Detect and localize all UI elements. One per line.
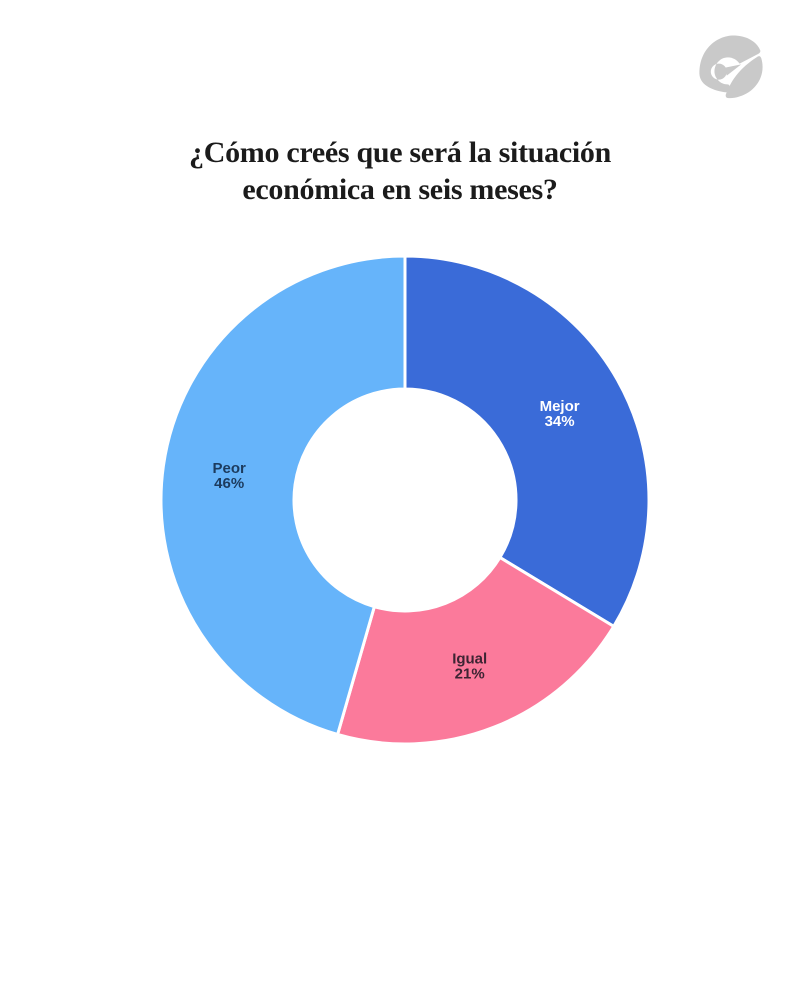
logo-tail-shape	[725, 64, 742, 76]
slice-label-peor: Peor 46%	[213, 460, 247, 492]
pie-slice-igual[interactable]	[335, 555, 616, 746]
logo-bottom-crescent	[725, 56, 763, 99]
chart-title-line2: económica en seis meses?	[242, 173, 558, 206]
logo-top-shape	[699, 35, 761, 93]
slice-label-igual: Igual 21%	[452, 650, 487, 682]
chart-title: ¿Cómo creés que será la situación económ…	[0, 134, 800, 208]
slice-label-mejor: Mejor 34%	[540, 398, 580, 430]
pie-slice-mejor[interactable]	[403, 254, 651, 629]
chart-title-line1: ¿Cómo creés que será la situación	[189, 136, 611, 169]
brand-swirl-logo-icon	[699, 35, 763, 99]
pie-slice-peor[interactable]	[159, 254, 407, 737]
donut-chart: Mejor 34% Igual 21% Peor 46%	[159, 254, 651, 746]
